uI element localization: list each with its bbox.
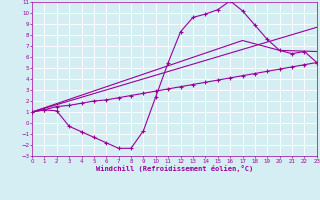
X-axis label: Windchill (Refroidissement éolien,°C): Windchill (Refroidissement éolien,°C) [96,165,253,172]
